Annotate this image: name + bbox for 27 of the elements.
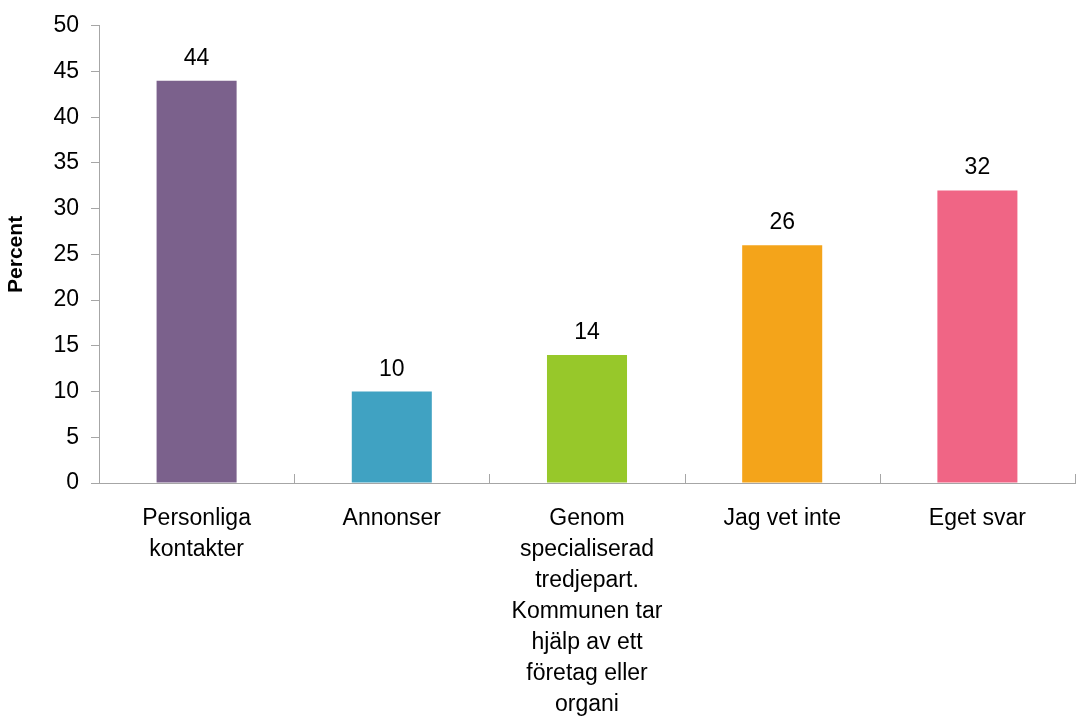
y-tick-label: 0 [66,468,79,495]
bar [742,245,823,483]
data-label: 10 [379,354,405,381]
y-tick-label: 35 [53,148,79,175]
y-tick-label: 5 [66,422,79,449]
x-tick-label: Eget svar [928,503,1027,530]
y-axis-title: Percent [3,215,27,293]
data-label: 44 [183,43,210,70]
y-tick-label: 45 [53,56,79,83]
bar [351,391,432,483]
y-tick-label: 50 [53,11,79,38]
bar [156,80,237,483]
x-tick-label: Jag vet inte [723,503,842,530]
y-tick-label: 15 [53,331,79,358]
bar [937,190,1018,483]
x-tick-label: Annonser [342,503,442,530]
y-tick-label: 10 [53,376,79,403]
data-label: 32 [964,153,991,180]
data-label: 14 [574,317,600,344]
y-tick-label: 20 [53,285,79,312]
data-label: 26 [769,208,795,235]
x-tick-label: Personliga kontakter [142,503,252,561]
x-tick-label: Genom specialiserad tredjepart. Kommunen tar hjälp av ett företag eller organi [511,503,663,717]
y-tick-label: 30 [53,194,79,221]
y-tick-label: 25 [53,239,79,266]
bar [546,354,628,483]
y-tick-label: 40 [53,102,79,129]
